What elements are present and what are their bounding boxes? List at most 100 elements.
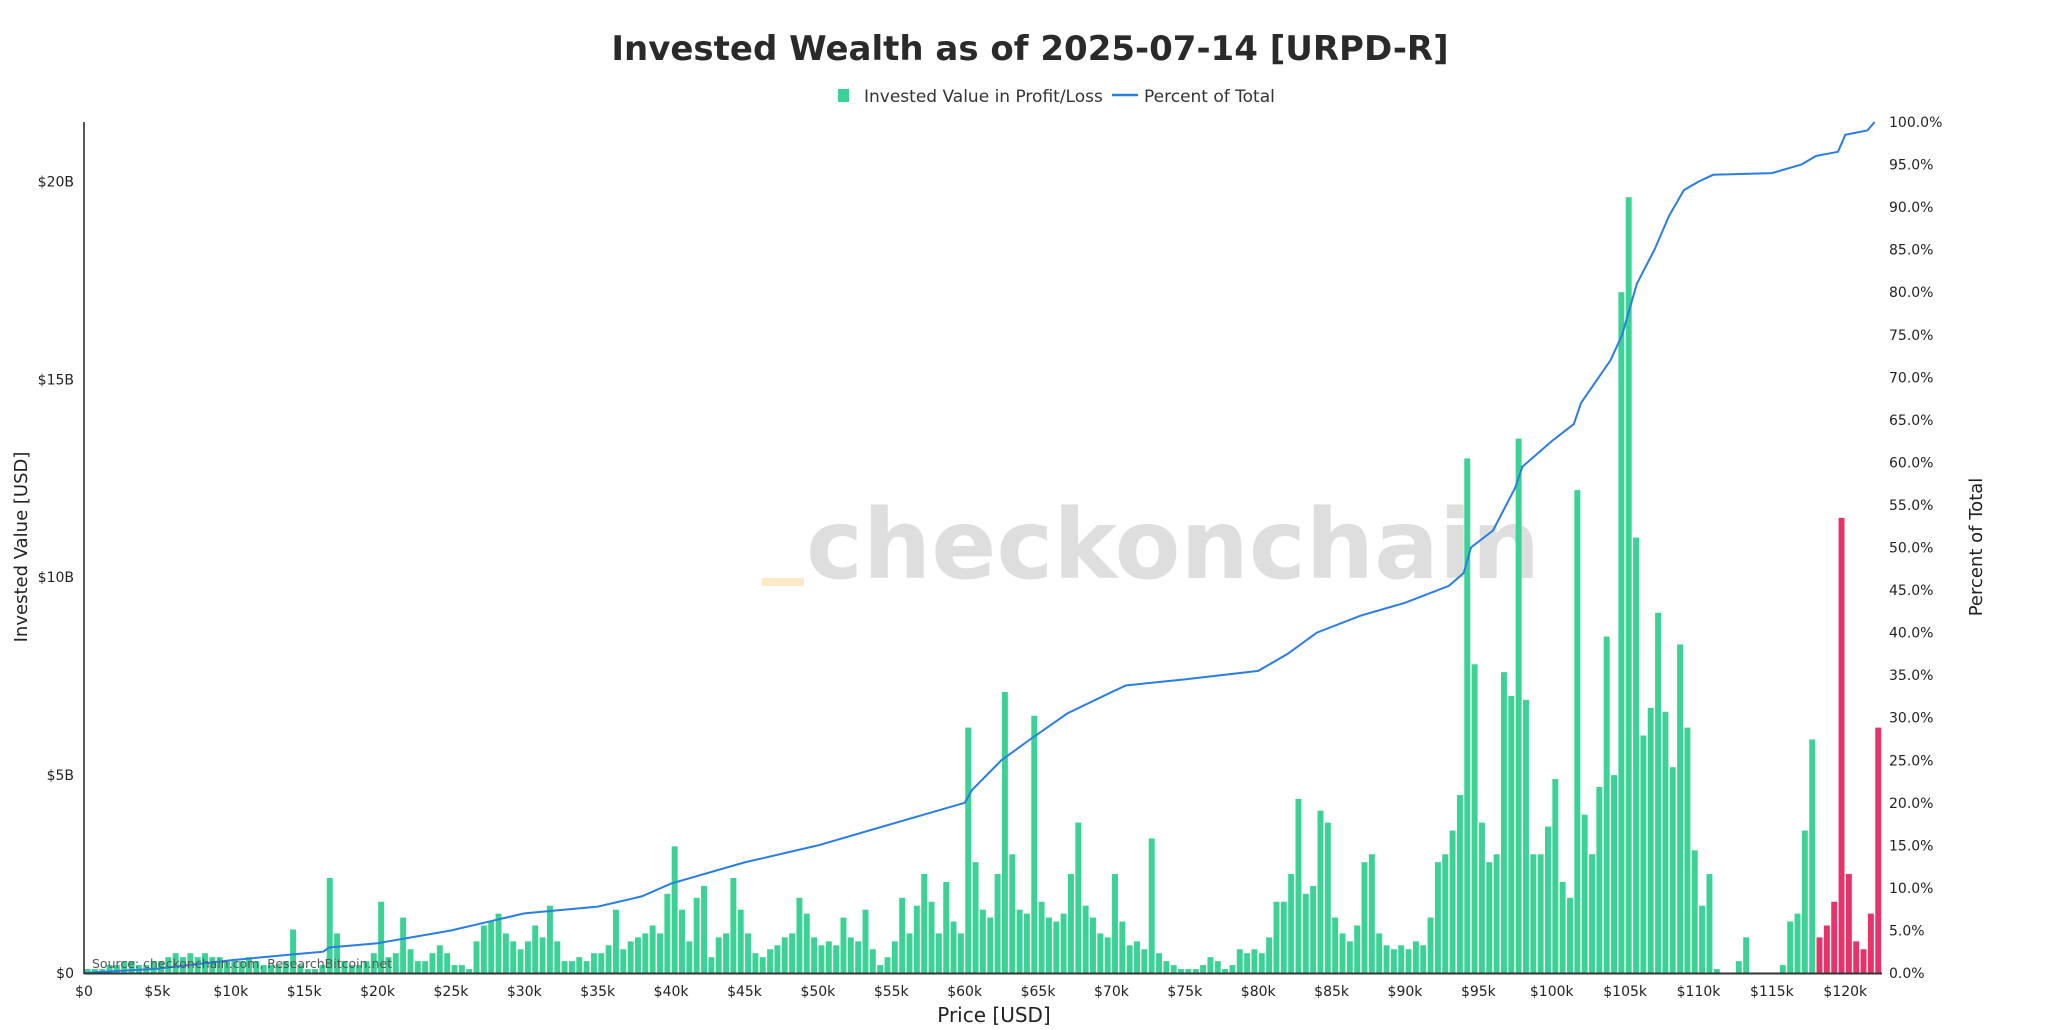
profit-bar [1178,969,1185,973]
profit-bar [1398,945,1405,973]
x-tick-label: $70k [1094,984,1130,1000]
profit-bar [1589,854,1595,973]
profit-bar [1134,941,1140,973]
profit-bar [877,965,884,973]
profit-bar [730,878,737,973]
profit-bar [517,949,524,973]
profit-bar [1376,933,1383,973]
profit-bar [1170,965,1177,973]
x-tick-label: $45k [727,984,763,1000]
profit-bar [664,893,671,973]
profit-bar [1603,636,1610,973]
profit-bar [172,953,179,973]
profit-bar [899,897,906,973]
profit-bar [891,941,898,973]
profit-bar [1332,917,1339,973]
profit-bar [789,933,796,973]
profit-bar [1038,901,1045,973]
profit-bar [436,945,443,973]
profit-bar [590,953,597,973]
profit-bar [473,941,480,973]
profit-bar [811,937,818,973]
profit-bar [1456,794,1463,973]
y2-tick-label: 65.0% [1889,413,1933,429]
profit-bar [356,965,363,973]
legend-line-label[interactable]: Percent of Total [1144,87,1275,107]
x-axis-title: Price [USD] [937,1003,1051,1027]
profit-bar [1060,913,1067,973]
profit-bar [187,953,194,973]
x-tick-label: $60k [947,984,983,1000]
profit-bar [1016,909,1023,973]
profit-bar [708,957,715,973]
source-note: Source: checkonchain.com, ResearchBitcoi… [92,956,392,971]
profit-bar [1156,953,1162,973]
profit-bar [825,941,832,973]
profit-bar [231,961,238,973]
profit-bar [194,957,201,973]
profit-bar [847,937,854,973]
profit-bar [627,941,634,973]
y2-tick-label: 75.0% [1889,328,1933,344]
bar-series [84,197,1882,974]
loss-bar [1831,901,1838,973]
profit-bar [1581,814,1588,973]
profit-bar [1640,735,1647,973]
profit-bar [745,933,752,973]
profit-bar [635,937,641,973]
profit-bar [165,957,172,973]
profit-bar [1067,874,1074,973]
profit-bar [1567,897,1573,973]
x-tick-label: $35k [580,984,616,1000]
profit-bar [950,921,957,973]
profit-bar [642,933,649,973]
profit-bar [906,933,913,973]
x-tick-label: $30k [507,984,543,1000]
profit-bar [414,961,421,973]
profit-bar [1310,885,1317,973]
legend-bar-label[interactable]: Invested Value in Profit/Loss [864,87,1103,107]
profit-bar [546,905,553,973]
profit-bar [884,957,891,973]
profit-bar [370,953,377,973]
y2-tick-label: 25.0% [1889,753,1933,769]
profit-bar [444,953,451,973]
profit-bar [1023,913,1030,973]
x-tick-label: $65k [1021,984,1057,1000]
y2-tick-label: 85.0% [1889,243,1933,259]
x-tick-label: $75k [1167,984,1203,1000]
profit-bar [1677,644,1684,973]
profit-bar [1244,953,1251,973]
profit-bar [348,965,355,973]
profit-bar [1280,901,1287,973]
profit-bar [1368,854,1375,973]
loss-bar [1845,874,1852,973]
y-tick-labels: $0 $5B $10B $15B $20B [38,174,74,982]
profit-bar [495,913,502,973]
legend-bar-swatch [838,89,849,102]
profit-bar [1266,937,1273,973]
profit-bar [1053,921,1060,973]
profit-bar [1794,913,1801,973]
x-tick-label: $40k [654,984,690,1000]
profit-bar [1486,862,1493,973]
profit-bar [1148,838,1155,973]
y2-tick-label: 35.0% [1889,668,1933,684]
profit-bar [972,862,979,973]
profit-bar [297,965,304,973]
profit-bar [275,965,282,973]
profit-bar [715,937,722,973]
profit-bar [568,961,575,973]
profit-bar [1647,707,1654,973]
profit-bar [693,897,700,973]
profit-bar [1192,969,1199,973]
profit-bar [781,937,788,973]
profit-bar [290,929,297,973]
profit-bar [840,917,847,973]
profit-bar [1200,965,1207,973]
legend: Invested Value in Profit/Loss Percent of… [838,87,1275,107]
profit-bar [1427,917,1434,973]
watermark-underscore [762,578,804,586]
profit-bar [1075,822,1082,973]
profit-bar [150,961,157,973]
